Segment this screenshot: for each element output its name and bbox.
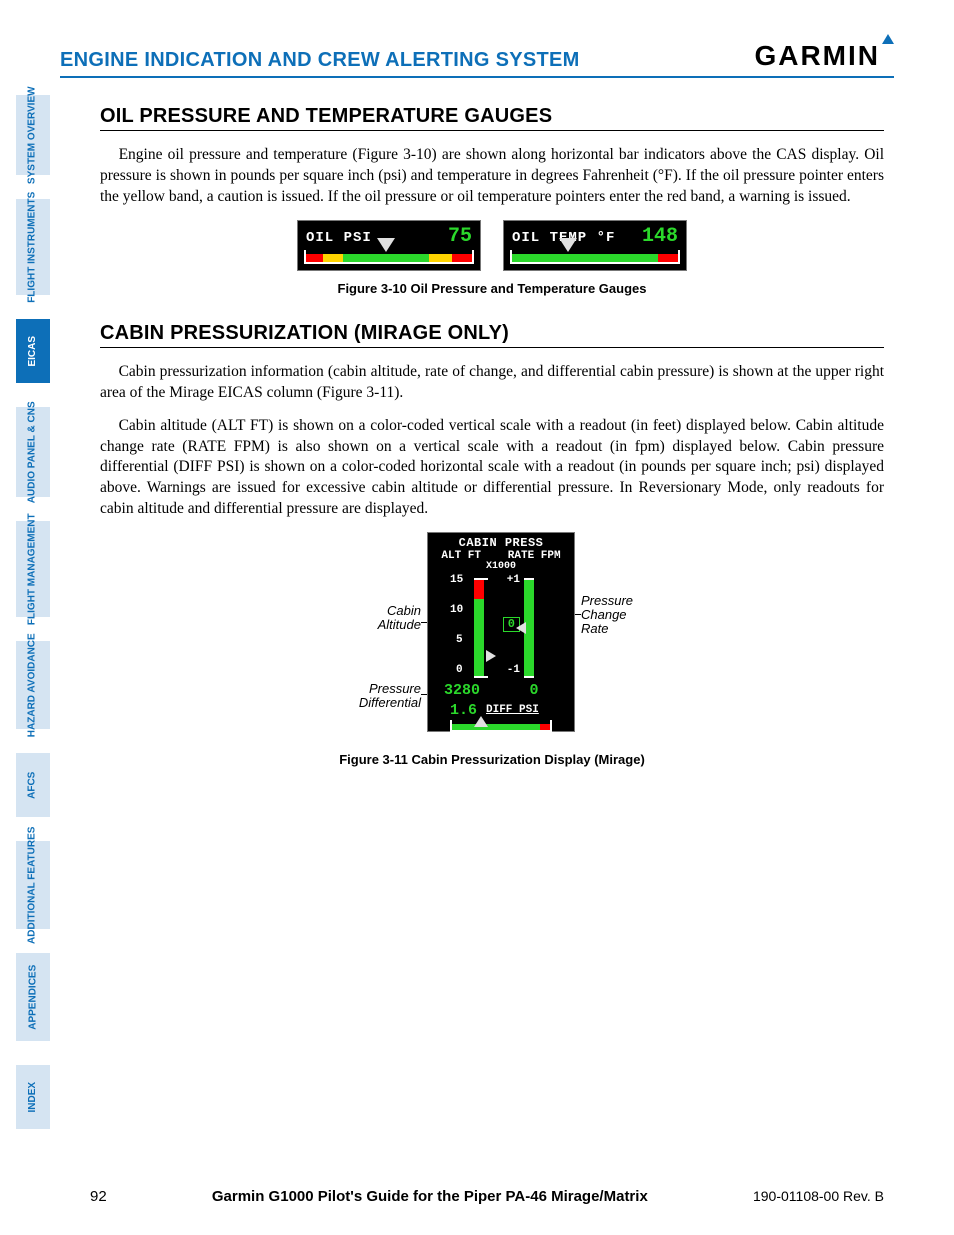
oil-temp-bar xyxy=(510,250,680,264)
sidebar-tab[interactable]: INDEX xyxy=(16,1065,50,1129)
alt-readout: 3280 xyxy=(432,682,492,699)
alt-pointer-icon xyxy=(486,650,496,662)
cabin-x1000: X1000 xyxy=(428,561,574,572)
cabin-scales: 15 10 5 0 +1 0 -1 xyxy=(428,574,574,682)
rate-tick-p1: +1 xyxy=(507,574,520,586)
diff-bar xyxy=(450,720,552,732)
sidebar: SYSTEM OVERVIEW FLIGHT INSTRUMENTS EICAS AU… xyxy=(16,95,50,1129)
diff-pointer-icon xyxy=(474,716,488,727)
alt-scale xyxy=(474,578,488,678)
caption-3-11: Figure 3-11 Cabin Pressurization Display… xyxy=(100,752,884,767)
rate-readout: 0 xyxy=(504,682,564,699)
rate-tick-m1: -1 xyxy=(507,664,520,676)
oil-temp-pointer-icon xyxy=(559,238,577,252)
rate-scale xyxy=(524,578,538,678)
sidebar-tab[interactable]: HAZARD AVOIDANCE xyxy=(16,641,50,729)
annot-cabin-alt: Cabin Altitude xyxy=(343,604,421,631)
heading-oil: OIL PRESSURE AND TEMPERATURE GAUGES xyxy=(100,105,884,131)
rate-pointer-icon xyxy=(516,622,526,634)
footer-rev: 190-01108-00 Rev. B xyxy=(753,1188,884,1204)
alt-tick-15: 15 xyxy=(450,574,463,586)
garmin-logo: GARMIN xyxy=(754,40,894,72)
alt-tick-10: 10 xyxy=(450,604,463,616)
oil-psi-bar xyxy=(304,250,474,264)
oil-temp-value: 148 xyxy=(642,225,678,248)
figure-3-11: Cabin Altitude Pressure Differential Pre… xyxy=(100,532,884,742)
diff-tick-6: 6 xyxy=(545,734,552,746)
sidebar-tab[interactable]: APPENDICES xyxy=(16,953,50,1041)
cabin-press-display: CABIN PRESS ALT FT RATE FPM X1000 15 10 … xyxy=(427,532,575,732)
cabin-sub-alt: ALT FT xyxy=(441,550,481,562)
annot-press-rate: Pressure Change Rate xyxy=(581,594,651,635)
annot-press-diff: Pressure Differential xyxy=(333,682,421,709)
para-cabin-2: Cabin altitude (ALT FT) is shown on a co… xyxy=(100,416,884,521)
diff-row: 1.6 DIFF PSI 0 3 6 xyxy=(428,702,574,750)
page-header: ENGINE INDICATION AND CREW ALERTING SYST… xyxy=(60,40,894,78)
oil-psi-pointer-icon xyxy=(377,238,395,252)
gauge-oil-psi: OIL PSI 75 xyxy=(297,220,481,271)
diff-ticks: 0 3 6 xyxy=(450,734,552,746)
diff-value: 1.6 xyxy=(450,702,477,719)
page-footer: 92 Garmin G1000 Pilot's Guide for the Pi… xyxy=(90,1188,884,1205)
para-cabin-1: Cabin pressurization information (cabin … xyxy=(100,362,884,404)
diff-label: DIFF PSI xyxy=(486,704,539,716)
sidebar-tab[interactable]: SYSTEM OVERVIEW xyxy=(16,95,50,175)
diff-tick-0: 0 xyxy=(450,734,457,746)
heading-cabin: CABIN PRESSURIZATION (MIRAGE ONLY) xyxy=(100,322,884,348)
footer-title: Garmin G1000 Pilot's Guide for the Piper… xyxy=(107,1188,753,1205)
sidebar-tab[interactable]: FLIGHT INSTRUMENTS xyxy=(16,199,50,295)
section-title: ENGINE INDICATION AND CREW ALERTING SYST… xyxy=(60,49,580,72)
caption-3-10: Figure 3-10 Oil Pressure and Temperature… xyxy=(100,281,884,296)
sidebar-tab[interactable]: EICAS xyxy=(16,319,50,383)
oil-psi-label: OIL PSI xyxy=(306,230,372,246)
cabin-title: CABIN PRESS xyxy=(428,533,574,550)
sidebar-tab[interactable]: ADDITIONAL FEATURES xyxy=(16,841,50,929)
sidebar-tab[interactable]: AUDIO PANEL & CNS xyxy=(16,407,50,497)
diff-tick-3: 3 xyxy=(498,734,505,746)
alt-tick-5: 5 xyxy=(456,634,463,646)
sidebar-tab[interactable]: AFCS xyxy=(16,753,50,817)
figure-3-10: OIL PSI 75 OIL TEMP °F 148 xyxy=(100,220,884,271)
para-oil-1: Engine oil pressure and temperature (Fig… xyxy=(100,145,884,208)
alt-tick-0: 0 xyxy=(456,664,463,676)
gauge-oil-temp: OIL TEMP °F 148 xyxy=(503,220,687,271)
sidebar-tab[interactable]: FLIGHT MANAGEMENT xyxy=(16,521,50,617)
oil-psi-value: 75 xyxy=(448,225,472,248)
page-number: 92 xyxy=(90,1188,107,1205)
main-content: OIL PRESSURE AND TEMPERATURE GAUGES Engi… xyxy=(100,105,884,793)
